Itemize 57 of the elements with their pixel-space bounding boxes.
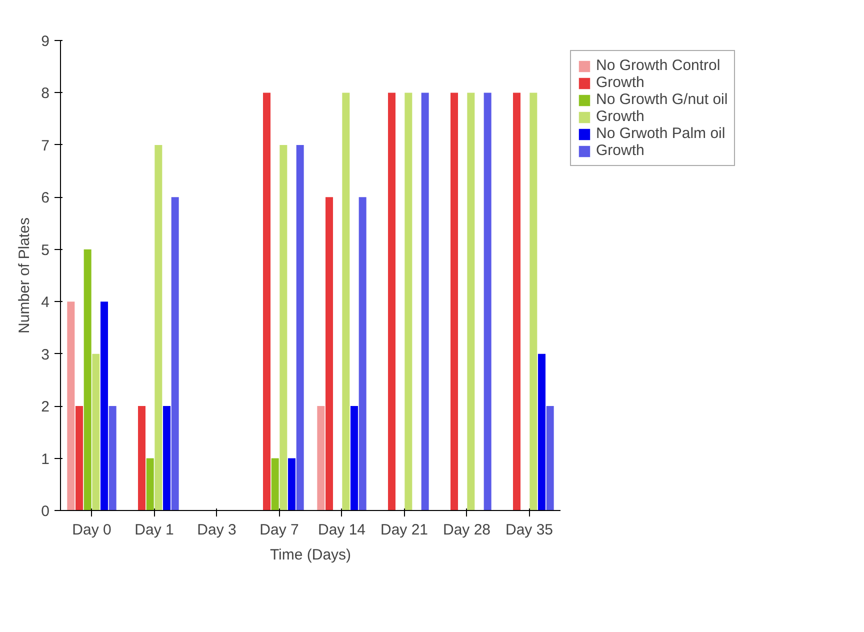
x-tick-label: Day 7 <box>260 522 299 538</box>
bar <box>154 144 162 510</box>
x-tick-label: Day 35 <box>505 522 554 538</box>
bar <box>163 406 170 510</box>
bar <box>538 354 546 510</box>
x-tick-label: Day 1 <box>134 522 174 538</box>
bar <box>146 458 154 510</box>
bar <box>317 406 325 510</box>
bar <box>76 406 83 510</box>
bar <box>404 92 412 510</box>
legend-label: Growth <box>596 108 644 125</box>
bar <box>108 406 116 510</box>
y-tick-label: 4 <box>41 294 50 312</box>
legend-label: Growth <box>596 74 644 91</box>
bar <box>546 406 554 510</box>
bar <box>280 144 288 510</box>
bar <box>288 458 296 510</box>
bar <box>484 92 492 510</box>
bar <box>171 197 179 510</box>
y-tick-label: 0 <box>41 503 50 520</box>
bar <box>450 92 458 510</box>
y-tick-label: 2 <box>41 398 50 416</box>
legend-label: No Growth Control <box>596 57 720 74</box>
bar <box>421 92 429 510</box>
bar <box>326 197 333 510</box>
y-tick-label: 3 <box>41 346 50 364</box>
y-tick-label: 9 <box>41 33 50 50</box>
bar <box>138 406 146 510</box>
x-tick-label: Day 21 <box>380 522 428 538</box>
bar <box>296 144 304 510</box>
legend-label: Growth <box>596 142 644 159</box>
bar <box>358 197 366 510</box>
x-tick-label: Day 14 <box>318 522 366 538</box>
bar <box>513 92 520 510</box>
y-tick-label: 1 <box>41 450 50 468</box>
y-tick-label: 8 <box>41 85 50 102</box>
bar <box>263 92 270 510</box>
bar <box>100 302 108 510</box>
bar <box>350 406 358 510</box>
bar <box>467 92 475 510</box>
x-tick-label: Day 3 <box>197 522 236 538</box>
x-tick-label: Day 28 <box>442 522 491 538</box>
bar <box>92 354 100 510</box>
y-tick-label: 7 <box>41 137 50 154</box>
bar <box>342 92 350 510</box>
x-tick-label: Day 0 <box>72 522 112 538</box>
y-tick-label: 5 <box>41 242 50 259</box>
legend-label: No Grwoth Palm oil <box>596 125 726 142</box>
bar <box>67 302 75 510</box>
bar <box>84 249 92 510</box>
y-tick-label: 6 <box>41 190 50 207</box>
bar <box>388 92 396 510</box>
y-axis-title: Number of Plates <box>16 218 34 334</box>
legend-label: No Growth G/nut oil <box>596 91 728 108</box>
x-axis-title: Time (Days) <box>270 546 352 564</box>
bar <box>271 458 279 510</box>
bar <box>530 92 538 510</box>
